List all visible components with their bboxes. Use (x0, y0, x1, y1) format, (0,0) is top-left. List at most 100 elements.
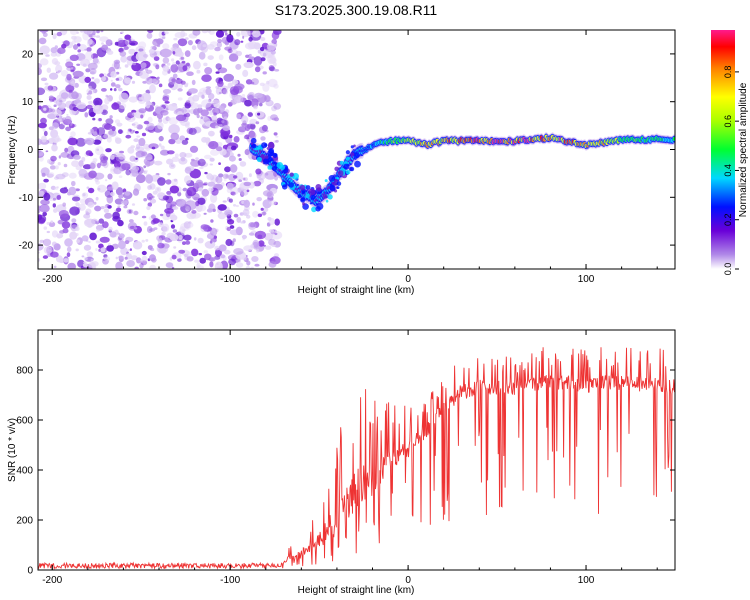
noise-speck (145, 101, 151, 109)
noise-speck (130, 145, 135, 149)
noise-speck (96, 229, 100, 232)
noise-speck (93, 97, 103, 107)
noise-speck (240, 30, 251, 38)
ridge-blob (264, 143, 268, 147)
noise-speck (61, 43, 67, 49)
noise-speck (92, 131, 98, 137)
noise-speck (235, 171, 244, 181)
noise-speck (149, 254, 156, 262)
figure-title: S173.2025.300.19.08.R11 (275, 2, 438, 18)
noise-speck (62, 202, 66, 207)
noise-speck (70, 80, 75, 86)
ridge-blob (343, 163, 350, 170)
noise-speck (162, 65, 170, 72)
snr-panel: -200 -100 0 100 0 200 400 600 800 Height of str… (7, 329, 676, 596)
noise-speck (96, 30, 100, 34)
noise-speck (267, 54, 276, 65)
noise-speck (57, 219, 64, 225)
noise-speck (258, 126, 267, 134)
noise-speck (135, 157, 138, 160)
noise-speck (136, 124, 143, 130)
noise-speck (60, 92, 69, 99)
noise-speck (110, 71, 117, 78)
noise-speck (231, 79, 239, 86)
noise-speck (252, 239, 260, 250)
noise-speck (218, 244, 227, 252)
noise-speck (242, 208, 250, 216)
noise-speck (130, 255, 138, 261)
noise-speck (101, 88, 107, 92)
noise-speck (115, 256, 119, 260)
y-tick-label: 800 (16, 366, 33, 377)
noise-speck (51, 134, 60, 144)
noise-speck (221, 87, 227, 95)
noise-speck (46, 230, 50, 234)
noise-speck (147, 245, 153, 250)
noise-speck (75, 188, 80, 192)
noise-speck (106, 50, 114, 55)
noise-speck (131, 123, 136, 126)
noise-speck (177, 97, 183, 101)
noise-speck (104, 97, 110, 105)
noise-speck (244, 149, 250, 156)
noise-speck (91, 76, 95, 80)
ridge-blob (325, 199, 329, 203)
noise-speck (142, 170, 146, 173)
noise-speck (63, 163, 68, 168)
noise-speck (248, 222, 257, 230)
noise-speck (172, 61, 176, 65)
noise-speck (167, 103, 178, 111)
noise-speck (171, 58, 175, 62)
noise-speck (66, 114, 69, 116)
noise-speck (123, 46, 129, 51)
noise-speck (174, 153, 179, 158)
noise-speck (116, 207, 122, 213)
noise-speck (207, 181, 216, 187)
noise-speck (264, 170, 277, 180)
noise-speck (186, 256, 194, 262)
noise-speck (52, 197, 57, 201)
y-tick-label: 0 (27, 566, 33, 577)
noise-speck (94, 100, 100, 105)
noise-speck (177, 38, 188, 47)
noise-speck (96, 127, 106, 136)
y-tick-label: 600 (16, 416, 33, 427)
noise-speck (250, 244, 254, 249)
noise-speck (185, 100, 191, 104)
noise-speck (98, 118, 102, 122)
noise-speck (181, 106, 187, 115)
noise-speck (72, 106, 78, 112)
noise-speck (209, 257, 216, 262)
noise-speck (161, 231, 166, 236)
ridge-blob (336, 186, 340, 190)
noise-speck (171, 78, 177, 83)
noise-speck (222, 89, 228, 95)
noise-speck (235, 50, 242, 57)
noise-speck (87, 187, 95, 194)
noise-speck (69, 231, 78, 240)
noise-speck (55, 255, 63, 263)
noise-speck (167, 117, 172, 121)
noise-speck (68, 172, 77, 179)
noise-speck (72, 70, 84, 78)
ridge-blob (267, 165, 273, 170)
noise-speck (146, 122, 155, 131)
noise-speck (51, 137, 60, 143)
noise-speck (170, 132, 180, 141)
noise-speck (203, 212, 207, 215)
noise-speck (215, 87, 222, 95)
noise-speck (214, 245, 220, 251)
noise-speck (169, 185, 180, 194)
x-tick-label: 0 (405, 575, 411, 586)
x-tick-label: -100 (220, 575, 240, 586)
noise-speck (98, 218, 105, 224)
noise-speck (243, 199, 250, 208)
noise-speck (226, 217, 232, 222)
noise-speck (92, 104, 104, 115)
noise-speck (84, 112, 89, 118)
noise-speck (211, 115, 218, 121)
noise-speck (196, 69, 201, 74)
noise-speck (153, 227, 158, 231)
noise-speck (48, 221, 56, 227)
noise-speck (66, 73, 72, 81)
